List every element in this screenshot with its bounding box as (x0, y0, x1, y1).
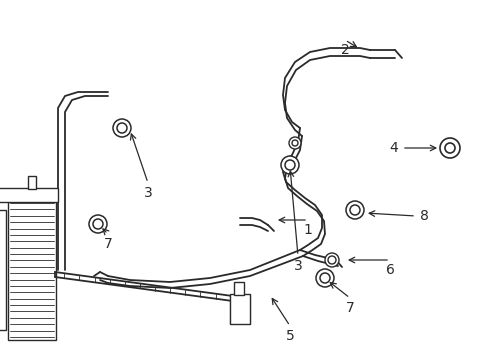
Bar (8, 200, 56, 340)
Text: 3: 3 (143, 186, 152, 200)
Circle shape (349, 205, 359, 215)
Text: 7: 7 (345, 301, 354, 315)
Circle shape (327, 256, 335, 264)
Text: 3: 3 (293, 259, 302, 273)
Circle shape (281, 156, 298, 174)
Bar (229, 294, 249, 324)
Circle shape (315, 269, 333, 287)
Text: 8: 8 (419, 209, 428, 223)
Text: 1: 1 (303, 223, 312, 237)
Circle shape (346, 201, 363, 219)
Circle shape (325, 253, 338, 267)
Circle shape (288, 137, 301, 149)
Circle shape (89, 215, 107, 233)
Circle shape (285, 160, 294, 170)
Text: 5: 5 (285, 329, 294, 343)
Circle shape (93, 219, 103, 229)
Circle shape (291, 140, 297, 146)
Text: 4: 4 (388, 141, 397, 155)
Text: 2: 2 (340, 43, 348, 57)
Circle shape (444, 143, 454, 153)
Text: 6: 6 (385, 263, 394, 277)
Bar (28, 176, 36, 189)
Bar (0, 210, 6, 330)
Circle shape (319, 273, 329, 283)
Circle shape (439, 138, 459, 158)
Circle shape (117, 123, 127, 133)
Bar (234, 282, 244, 295)
Text: 7: 7 (103, 237, 112, 251)
Bar (0, 188, 58, 202)
Circle shape (113, 119, 131, 137)
